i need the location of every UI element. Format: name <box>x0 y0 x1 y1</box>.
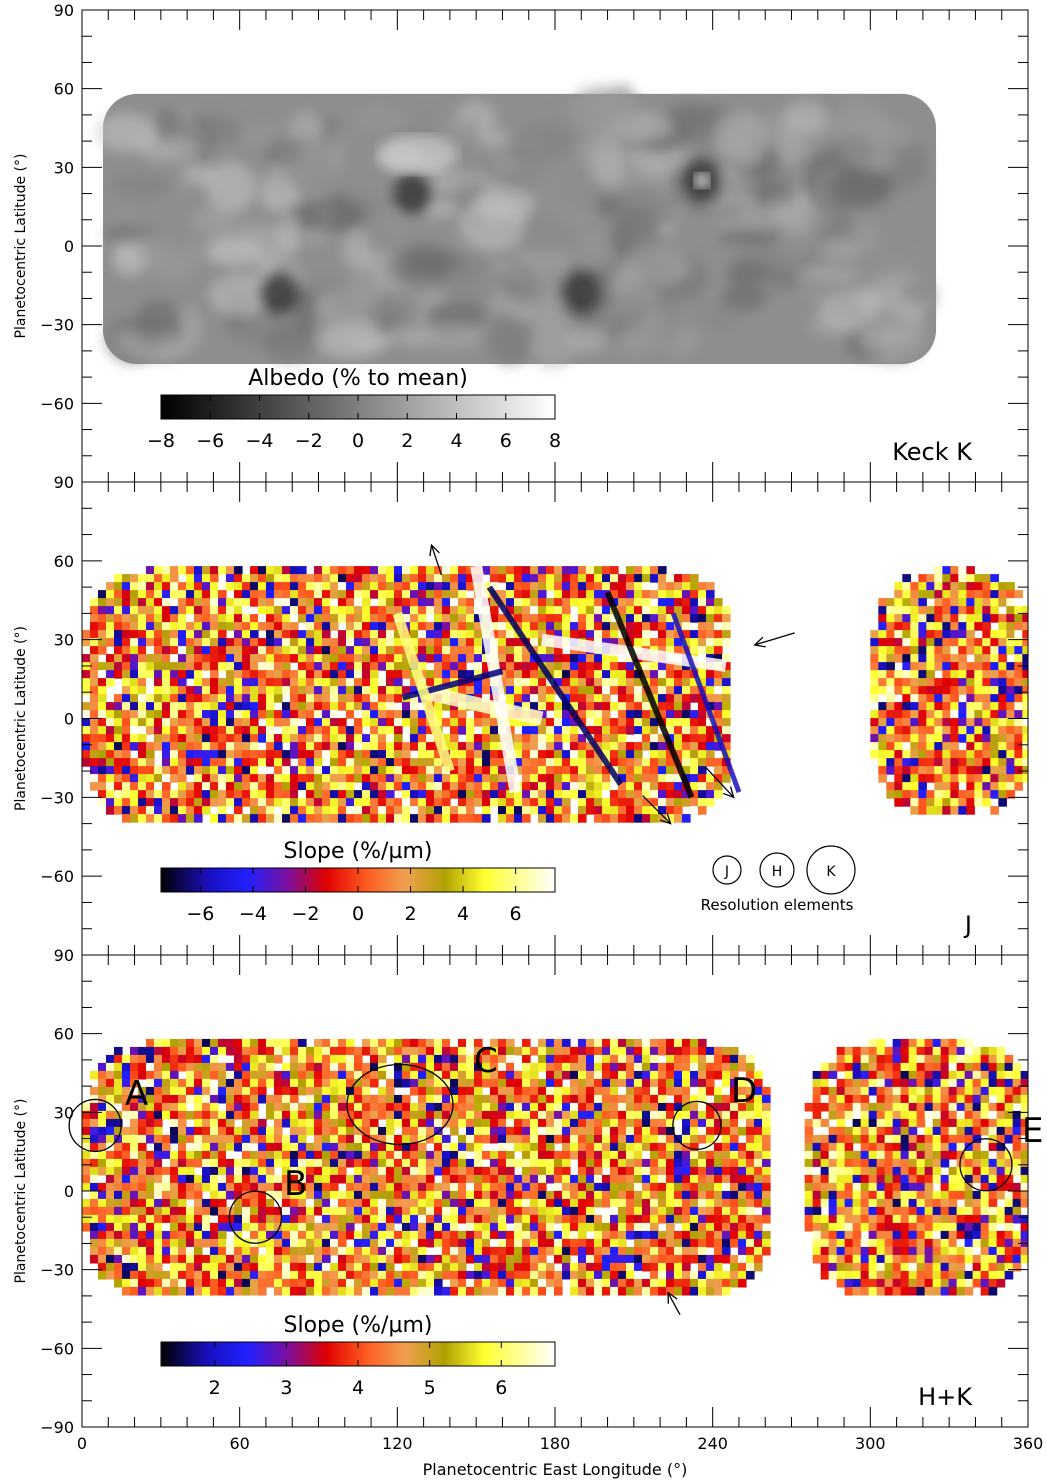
xtick-label: 60 <box>229 1434 249 1453</box>
ytick-label: −60 <box>40 394 74 413</box>
resolution-elements: J H K Resolution elements <box>701 845 856 914</box>
colorbar-0: Albedo (% to mean) −8 −6 −4 −2 0 2 4 6 8 <box>147 366 561 452</box>
y-axis-label: Planetocentric Latitude (°) <box>13 626 29 811</box>
dark-spot-0 <box>393 171 434 216</box>
colorbar-tick: 2 <box>401 430 413 452</box>
colorbar-tick: 3 <box>280 1377 292 1399</box>
ytick-label: 60 <box>54 80 74 99</box>
ytick-label: 60 <box>54 552 74 571</box>
colorbar-tick: −2 <box>291 903 319 925</box>
ytick-label: 0 <box>64 1182 74 1201</box>
colorbar-label: Slope (%/µm) <box>284 1313 433 1338</box>
ytick-label: −60 <box>40 867 74 886</box>
colorbar-tick: 4 <box>352 1377 364 1399</box>
colorbar-tick: 5 <box>424 1377 436 1399</box>
arrow-0 <box>429 543 443 576</box>
hk-slope-map-region-0 <box>82 1038 771 1296</box>
ytick-label: 30 <box>54 1103 74 1122</box>
ytick-label: 90 <box>54 473 74 492</box>
dark-spot-2 <box>259 271 300 316</box>
ytick-label: 60 <box>54 1025 74 1044</box>
region-circle <box>672 1100 722 1151</box>
colorbar-tick: 2 <box>209 1377 221 1399</box>
resolution-circle <box>712 855 742 885</box>
xtick-label: 0 <box>77 1434 87 1453</box>
y-axis-label: Planetocentric Latitude (°) <box>13 1099 29 1284</box>
arrow-1 <box>753 632 795 648</box>
ytick-label: −30 <box>40 316 74 335</box>
albedo-map <box>95 83 937 368</box>
ytick-label: −30 <box>40 1261 74 1280</box>
ytick-label: 30 <box>54 631 74 650</box>
colorbar-tick: −4 <box>239 903 267 925</box>
panel-label: J <box>963 911 972 939</box>
ytick-label: −60 <box>40 1339 74 1358</box>
ytick-label: 90 <box>54 946 74 965</box>
colorbar-label: Albedo (% to mean) <box>248 366 468 391</box>
regions: A B C D E <box>68 1041 1043 1244</box>
y-axis-label: Planetocentric Latitude (°) <box>13 154 29 339</box>
arrow-hk <box>667 1291 681 1315</box>
region-label: D <box>731 1071 757 1111</box>
colorbar-tick: −8 <box>147 430 175 452</box>
colorbar-tick: 8 <box>549 430 561 452</box>
colorbar-tick: 4 <box>450 430 462 452</box>
region-circle <box>346 1063 454 1146</box>
resolution-circle-label: J <box>724 864 729 880</box>
resolution-circle <box>806 845 856 895</box>
region-label: A <box>125 1074 148 1114</box>
colorbar-label: Slope (%/µm) <box>284 839 433 864</box>
region-circle <box>959 1138 1013 1192</box>
region-label: C <box>474 1041 498 1081</box>
colorbar-2: Slope (%/µm) 2 3 4 5 6 <box>160 1313 556 1399</box>
colorbar-tick: 4 <box>457 903 469 925</box>
region-circle <box>228 1190 283 1244</box>
ytick-label: −30 <box>40 788 74 807</box>
ytick-label: 30 <box>54 158 74 177</box>
colorbar-tick: −4 <box>245 430 273 452</box>
ytick-label: −90 <box>40 1418 74 1437</box>
colorbar-tick: 0 <box>352 430 364 452</box>
colorbar-tick: 6 <box>510 903 522 925</box>
ytick-label: 0 <box>64 237 74 256</box>
colorbar-tick: 0 <box>352 903 364 925</box>
region-label: E <box>1022 1111 1043 1151</box>
xtick-label: 300 <box>855 1434 886 1453</box>
resolution-caption: Resolution elements <box>701 896 854 914</box>
j-slope-map-region-1 <box>870 566 1028 815</box>
hk-slope-map-region-1 <box>804 1038 1028 1296</box>
colorbar-tick: 6 <box>495 1377 507 1399</box>
colorbar-tick: −2 <box>295 430 323 452</box>
resolution-circle-label: H <box>772 864 783 880</box>
xtick-label: 240 <box>697 1434 728 1453</box>
colorbar-tick: 2 <box>404 903 416 925</box>
resolution-circle-label: K <box>826 864 836 880</box>
region-circle <box>68 1098 122 1153</box>
panel-label: H+K <box>918 1383 973 1411</box>
arrow-3 <box>642 795 672 825</box>
colorbar-tick: −6 <box>186 903 214 925</box>
xtick-label: 360 <box>1013 1434 1044 1453</box>
x-axis-label: Planetocentric East Longitude (°) <box>423 1460 688 1479</box>
colorbar-1: Slope (%/µm) −6 −4 −2 0 2 4 6 <box>160 839 556 925</box>
resolution-circle <box>759 852 795 888</box>
dark-spot-3 <box>561 271 602 316</box>
hk-slope-map <box>82 1038 1028 1296</box>
colorbar-tick: −6 <box>196 430 224 452</box>
arrow-2 <box>705 766 735 799</box>
region-label: B <box>284 1164 307 1204</box>
panel-label: Keck K <box>892 438 973 466</box>
colorbar-tick: 6 <box>500 430 512 452</box>
xtick-label: 120 <box>382 1434 413 1453</box>
xtick-label: 180 <box>540 1434 571 1453</box>
j-slope-map <box>82 565 1028 823</box>
ytick-label: 90 <box>54 1 74 20</box>
ytick-label: 0 <box>64 710 74 729</box>
